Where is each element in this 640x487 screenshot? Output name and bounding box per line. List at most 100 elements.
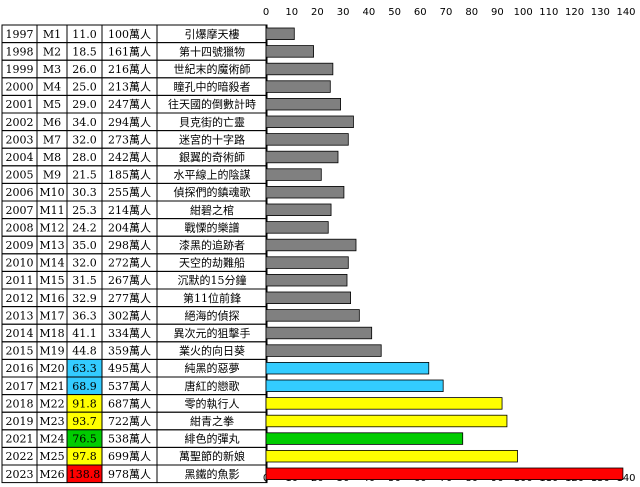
table-row: 2016 M20 63.3 495萬人 純黑的惡夢 bbox=[1, 358, 268, 378]
title-cell: 紺碧之棺 bbox=[190, 203, 234, 217]
year-cell: 2015 bbox=[6, 345, 34, 358]
value-highlight bbox=[67, 447, 102, 465]
bar bbox=[265, 115, 354, 129]
audience-cell: 722萬人 bbox=[108, 415, 151, 428]
title-cell: 第十四號獵物 bbox=[179, 44, 245, 58]
value-cell: 11.0 bbox=[72, 28, 97, 41]
year-cell: 2001 bbox=[6, 98, 34, 111]
bar bbox=[265, 62, 334, 76]
movie-code-cell: M22 bbox=[39, 397, 64, 410]
value-cell: 24.2 bbox=[72, 221, 97, 234]
year-cell: 2011 bbox=[6, 274, 34, 287]
movie-code-cell: M25 bbox=[39, 450, 64, 463]
title-cell: 唐紅的戀歌 bbox=[185, 379, 240, 393]
table-row: 2023 M26 138.8 978萬人 黑鐵的魚影 bbox=[1, 464, 268, 484]
title-cell: 業火的向日葵 bbox=[179, 344, 245, 358]
title-cell: 異次元的狙擊手 bbox=[174, 326, 251, 340]
x-tick-label-top: 40 bbox=[362, 7, 375, 18]
movie-code-cell: M10 bbox=[39, 186, 64, 199]
value-highlight bbox=[67, 465, 102, 483]
title-cell: 紺青之拳 bbox=[190, 414, 234, 428]
bar bbox=[265, 291, 351, 305]
table-row: 2001 M5 29.0 247萬人 往天國的倒數計時 bbox=[1, 94, 268, 114]
audience-cell: 161萬人 bbox=[108, 45, 151, 58]
table-row: 2007 M11 25.3 214萬人 紺碧之棺 bbox=[1, 200, 268, 220]
year-cell: 2000 bbox=[6, 81, 34, 94]
value-cell: 32.9 bbox=[72, 292, 97, 305]
year-cell: 2016 bbox=[6, 362, 34, 375]
table-row: 2014 M18 41.1 334萬人 異次元的狙擊手 bbox=[1, 323, 268, 343]
audience-cell: 216萬人 bbox=[108, 63, 151, 76]
title-cell: 漆黑的追跡者 bbox=[179, 238, 245, 252]
table-row: 1999 M3 26.0 216萬人 世紀末的魔術師 bbox=[1, 59, 268, 79]
audience-cell: 538萬人 bbox=[108, 433, 151, 446]
table-row: 2009 M13 35.0 298萬人 漆黑的追跡者 bbox=[1, 235, 268, 255]
bar bbox=[265, 467, 624, 481]
value-highlight bbox=[67, 429, 102, 448]
value-cell: 91.8 bbox=[72, 397, 97, 410]
title-cell: 絕海的偵探 bbox=[185, 308, 240, 322]
audience-cell: 272萬人 bbox=[108, 257, 151, 270]
bar bbox=[265, 449, 518, 463]
movie-code-cell: M12 bbox=[39, 221, 64, 234]
x-tick-label-bottom: 140 bbox=[616, 473, 635, 484]
year-cell: 2010 bbox=[6, 257, 34, 270]
x-tick-label-top: 120 bbox=[565, 7, 584, 18]
year-cell: 2019 bbox=[6, 415, 34, 428]
audience-cell: 255萬人 bbox=[108, 186, 151, 199]
title-cell: 偵探們的鎮魂歌 bbox=[174, 185, 251, 199]
title-cell: 世紀末的魔術師 bbox=[174, 62, 251, 76]
year-cell: 2005 bbox=[6, 169, 34, 182]
movie-code-cell: M26 bbox=[39, 468, 64, 481]
audience-cell: 495萬人 bbox=[108, 362, 151, 375]
x-tick-label-top: 0 bbox=[263, 7, 269, 18]
year-cell: 2004 bbox=[6, 151, 34, 164]
x-tick-label-top: 90 bbox=[491, 7, 504, 18]
title-cell: 純黑的惡夢 bbox=[185, 361, 240, 375]
audience-cell: 213萬人 bbox=[108, 81, 151, 94]
movie-code-cell: M4 bbox=[43, 81, 61, 94]
audience-cell: 247萬人 bbox=[108, 98, 151, 111]
year-cell: 1997 bbox=[6, 28, 34, 41]
title-cell: 引爆摩天樓 bbox=[185, 27, 240, 41]
table-row: 2008 M12 24.2 204萬人 戰慄的樂譜 bbox=[1, 218, 268, 237]
title-cell: 天空的劫難船 bbox=[179, 256, 245, 270]
title-cell: 貝克街的亡靈 bbox=[179, 115, 245, 129]
audience-cell: 359萬人 bbox=[108, 345, 151, 358]
movie-code-cell: M9 bbox=[43, 169, 61, 182]
table-row: 2006 M10 30.3 255萬人 偵探們的鎮魂歌 bbox=[1, 182, 268, 202]
audience-cell: 294萬人 bbox=[108, 116, 151, 129]
title-cell: 萬聖節的新娘 bbox=[179, 449, 245, 463]
title-cell: 瞳孔中的暗殺者 bbox=[174, 80, 251, 94]
movie-code-cell: M13 bbox=[39, 239, 64, 252]
title-cell: 銀翼的奇術師 bbox=[179, 150, 245, 164]
bar bbox=[265, 432, 464, 445]
bar-series bbox=[265, 27, 624, 481]
audience-cell: 537萬人 bbox=[108, 380, 151, 393]
audience-cell: 302萬人 bbox=[108, 309, 151, 322]
title-cell: 緋色的彈丸 bbox=[185, 432, 240, 446]
year-cell: 2003 bbox=[6, 133, 34, 146]
value-cell: 32.0 bbox=[72, 257, 97, 270]
audience-cell: 334萬人 bbox=[108, 327, 151, 340]
year-cell: 2022 bbox=[6, 450, 34, 463]
audience-cell: 699萬人 bbox=[108, 450, 151, 463]
year-cell: 2007 bbox=[6, 204, 34, 217]
table-row: 2011 M15 31.5 267萬人 沉默的15分鐘 bbox=[1, 270, 268, 290]
value-cell: 97.8 bbox=[72, 450, 97, 463]
bar bbox=[265, 133, 349, 146]
value-cell: 138.8 bbox=[69, 468, 101, 481]
year-cell: 2012 bbox=[6, 292, 34, 305]
value-highlight bbox=[67, 377, 102, 395]
bar bbox=[265, 309, 360, 322]
movie-code-cell: M21 bbox=[39, 380, 64, 393]
movie-code-cell: M17 bbox=[39, 309, 64, 322]
table-row: 2005 M9 21.5 185萬人 水平線上的陰謀 bbox=[1, 165, 268, 184]
value-cell: 31.5 bbox=[72, 274, 97, 287]
bar bbox=[265, 414, 508, 428]
movie-code-cell: M19 bbox=[39, 345, 64, 358]
year-cell: 2018 bbox=[6, 397, 34, 410]
value-cell: 18.5 bbox=[72, 45, 97, 58]
year-cell: 2002 bbox=[6, 116, 34, 129]
